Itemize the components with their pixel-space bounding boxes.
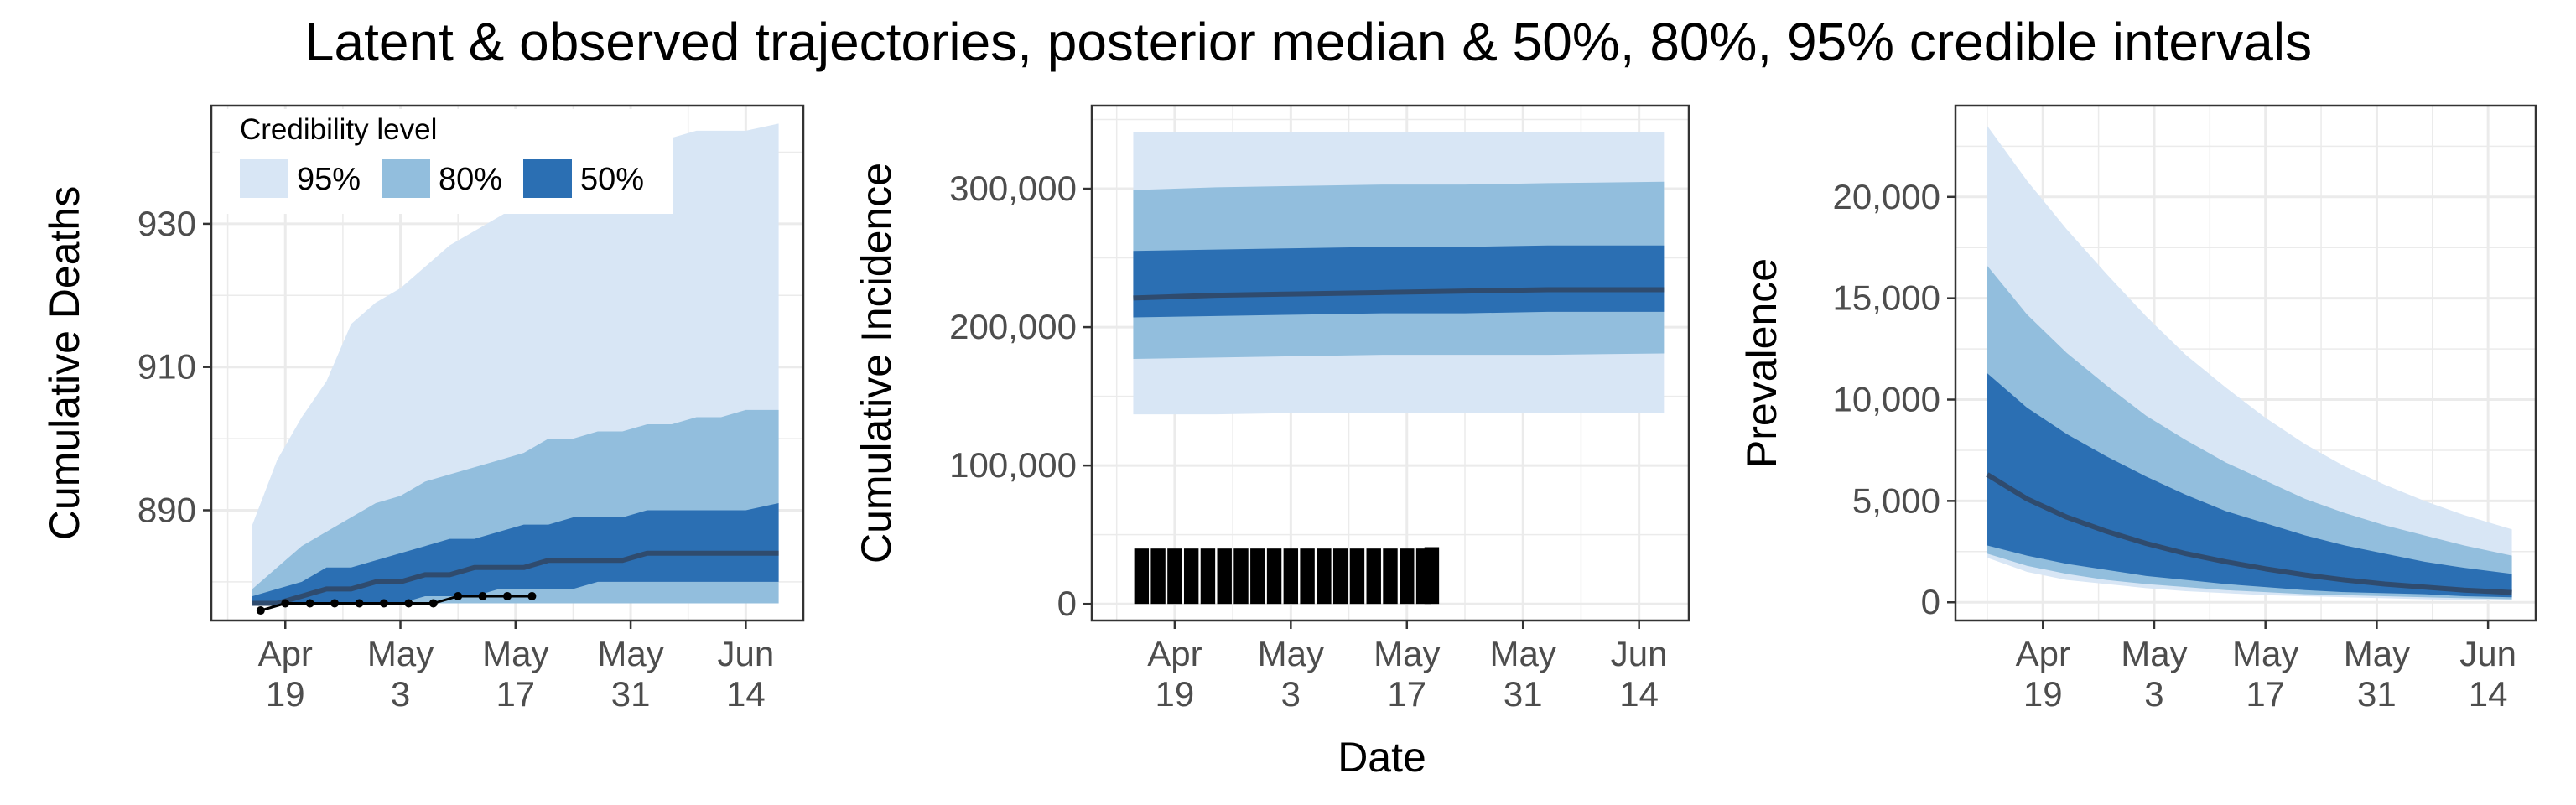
- legend-title: Credibility level: [240, 113, 437, 146]
- x-tick-label: Apr 19: [258, 634, 313, 714]
- median-line: [1986, 472, 2512, 595]
- observed-bar: [1366, 548, 1381, 605]
- panels: Apr 19 May 3 May 17 May 31 Jun 14 890 910 930 Cumulat…: [41, 104, 2537, 714]
- observed-bar: [1200, 548, 1216, 605]
- observed-bar: [1217, 548, 1232, 605]
- observed-point: [527, 591, 537, 600]
- y-tick-label: 5,000: [1852, 480, 1940, 520]
- observed-point: [355, 599, 364, 608]
- x-tick-label: May 31: [1490, 634, 1556, 714]
- x-tick-label: May 17: [482, 634, 548, 714]
- y-axis-label: Cumulative Incidence: [853, 163, 900, 564]
- legend-label: 80%: [439, 162, 502, 197]
- observed-bar: [1283, 548, 1299, 605]
- observed-point: [478, 591, 487, 600]
- y-tick-label: 300,000: [949, 169, 1077, 208]
- observed-bar: [1349, 548, 1365, 605]
- ribbon-50: [252, 502, 779, 604]
- observed-point: [428, 599, 438, 608]
- x-tick-label: May 17: [1374, 634, 1440, 714]
- x-tick-label: Apr 19: [1147, 634, 1202, 714]
- median-line: [1133, 287, 1665, 301]
- legend-key-80: [382, 159, 430, 198]
- y-axis: 0 5,000 10,000 15,000 20,000: [1833, 177, 1955, 621]
- y-tick-label: 100,000: [949, 445, 1077, 485]
- x-axis: Apr 19 May 3 May 17 May 31 Jun 14: [2016, 621, 2516, 714]
- x-tick-label: May 31: [2344, 634, 2410, 714]
- x-tick-label: May 3: [2121, 634, 2187, 714]
- observed-point: [256, 606, 265, 615]
- y-tick-label: 890: [138, 490, 196, 529]
- y-tick-label: 930: [138, 204, 196, 243]
- observed-point: [305, 599, 314, 608]
- x-tick-label: Jun 14: [1611, 634, 1668, 714]
- y-tick-label: 910: [138, 347, 196, 387]
- y-tick-label: 200,000: [949, 307, 1077, 346]
- y-tick-label: 0: [1921, 582, 1940, 621]
- observed-point: [503, 591, 512, 600]
- x-tick-label: May 17: [2232, 634, 2298, 714]
- ribbon-50: [1133, 245, 1665, 318]
- x-tick-label: May 31: [597, 634, 663, 714]
- observed-bar: [1332, 548, 1348, 605]
- legend-label: 95%: [297, 162, 361, 197]
- observed-bar: [1424, 547, 1440, 605]
- panel-2: Apr 19 May 3 May 17 May 31 Jun 14 0 100,000 200,000 3…: [853, 104, 1690, 714]
- y-axis: 890 910 930: [138, 204, 211, 529]
- legend-key-95: [240, 159, 288, 198]
- panel-border: [1090, 104, 1690, 622]
- observed-series: [256, 591, 537, 615]
- x-axis: Apr 19 May 3 May 17 May 31 Jun 14: [1147, 621, 1668, 714]
- figure-title: Latent & observed trajectories, posterio…: [304, 12, 2312, 72]
- y-axis-label: Prevalence: [1738, 258, 1785, 468]
- x-tick-label: Apr 19: [2016, 634, 2070, 714]
- y-tick-label: 15,000: [1833, 278, 1940, 318]
- observed-bars: [1134, 547, 1440, 605]
- median-line: [252, 550, 779, 606]
- observed-point: [379, 599, 388, 608]
- x-axis: Apr 19 May 3 May 17 May 31 Jun 14: [258, 621, 775, 714]
- x-tick-label: May 3: [367, 634, 434, 714]
- y-axis-label: Cumulative Deaths: [41, 186, 88, 540]
- observed-bar: [1400, 548, 1415, 605]
- observed-bar: [1250, 548, 1265, 605]
- y-tick-label: 0: [1057, 584, 1077, 623]
- y-axis: 0 100,000 200,000 300,000: [949, 169, 1092, 623]
- observed-bar: [1383, 548, 1398, 605]
- ribbon-50: [1987, 373, 2512, 598]
- panel-border: [1954, 104, 2537, 622]
- observed-bar: [1134, 548, 1150, 605]
- panel-border: [210, 104, 805, 622]
- observed-point: [454, 591, 463, 600]
- x-tick-label: Jun 14: [2459, 634, 2516, 714]
- observed-bar: [1150, 548, 1166, 605]
- x-tick-label: May 3: [1258, 634, 1324, 714]
- legend-key-50: [523, 159, 572, 198]
- x-tick-label: Jun 14: [718, 634, 775, 714]
- x-axis-label: Date: [1337, 734, 1426, 781]
- y-tick-label: 10,000: [1833, 380, 1940, 419]
- observed-point: [404, 599, 413, 608]
- observed-bar: [1183, 548, 1199, 605]
- observed-bar: [1266, 548, 1282, 605]
- observed-point: [330, 599, 340, 608]
- observed-bar: [1317, 548, 1332, 605]
- legend-label: 50%: [580, 162, 644, 197]
- observed-point: [281, 599, 290, 608]
- observed-bar: [1233, 548, 1249, 605]
- y-tick-label: 20,000: [1833, 177, 1940, 216]
- panel-3: Apr 19 May 3 May 17 May 31 Jun 14 0 5,000 10,000 15,0…: [1738, 104, 2537, 714]
- legend: Credibility level 95% 80% 50%: [220, 109, 673, 214]
- observed-bar: [1167, 548, 1182, 605]
- legend-background: [220, 109, 673, 214]
- observed-bar: [1300, 548, 1315, 605]
